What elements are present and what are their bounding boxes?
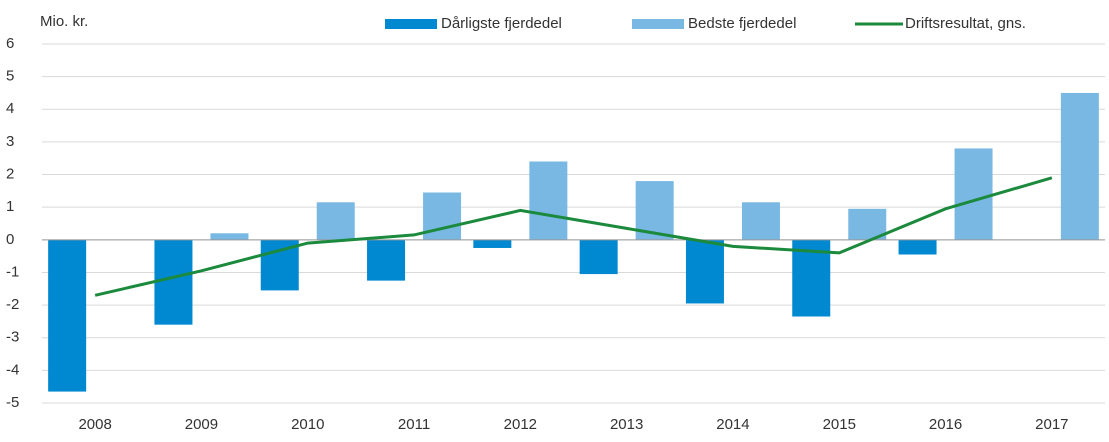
x-tick-label: 2017 [1035, 416, 1068, 433]
y-tick-label: 1 [6, 198, 14, 215]
x-tick-label: 2011 [398, 416, 430, 433]
y-tick-label: -5 [6, 394, 19, 411]
bar [48, 239, 87, 392]
bar [210, 233, 249, 240]
line [94, 176, 1053, 297]
x-tick-label: 2009 [185, 416, 218, 433]
bar [954, 148, 993, 240]
y-tick-label: -2 [6, 296, 19, 313]
x-tick-label: 2014 [716, 416, 749, 433]
legend-label: Driftsresultat, gns. [905, 15, 1026, 32]
y-tick-label: 0 [6, 231, 14, 248]
y-tick-label: 4 [6, 100, 14, 117]
y-tick-label: -4 [6, 361, 19, 378]
x-tick-label: 2016 [929, 416, 962, 433]
bar [685, 239, 724, 304]
x-tick-label: 2010 [291, 416, 324, 433]
bar [579, 239, 618, 275]
x-tick-label: 2015 [823, 416, 856, 433]
x-tick-label: 2008 [78, 416, 111, 433]
y-tick-label: 2 [6, 166, 14, 183]
x-tick-label: 2012 [504, 416, 537, 433]
x-tick-label: 2013 [610, 416, 643, 433]
bar [367, 239, 406, 281]
legend-swatch [385, 19, 437, 29]
legend-label: Bedste fjerdedel [688, 15, 796, 32]
y-tick-label: 3 [6, 133, 14, 150]
y-axis-label: Mio. kr. [40, 13, 88, 30]
y-tick-label: -1 [6, 263, 19, 280]
bar [741, 202, 780, 240]
y-tick-label: 6 [6, 35, 14, 52]
legend-swatch [632, 19, 684, 29]
bar [316, 202, 355, 240]
bar [1060, 92, 1099, 240]
bar [898, 239, 937, 255]
bar [473, 239, 512, 248]
bar [154, 239, 193, 325]
legend-label: Dårligste fjerdedel [441, 15, 562, 32]
bar [529, 161, 568, 240]
y-tick-label: -3 [6, 329, 19, 346]
y-tick-label: 5 [6, 68, 14, 85]
